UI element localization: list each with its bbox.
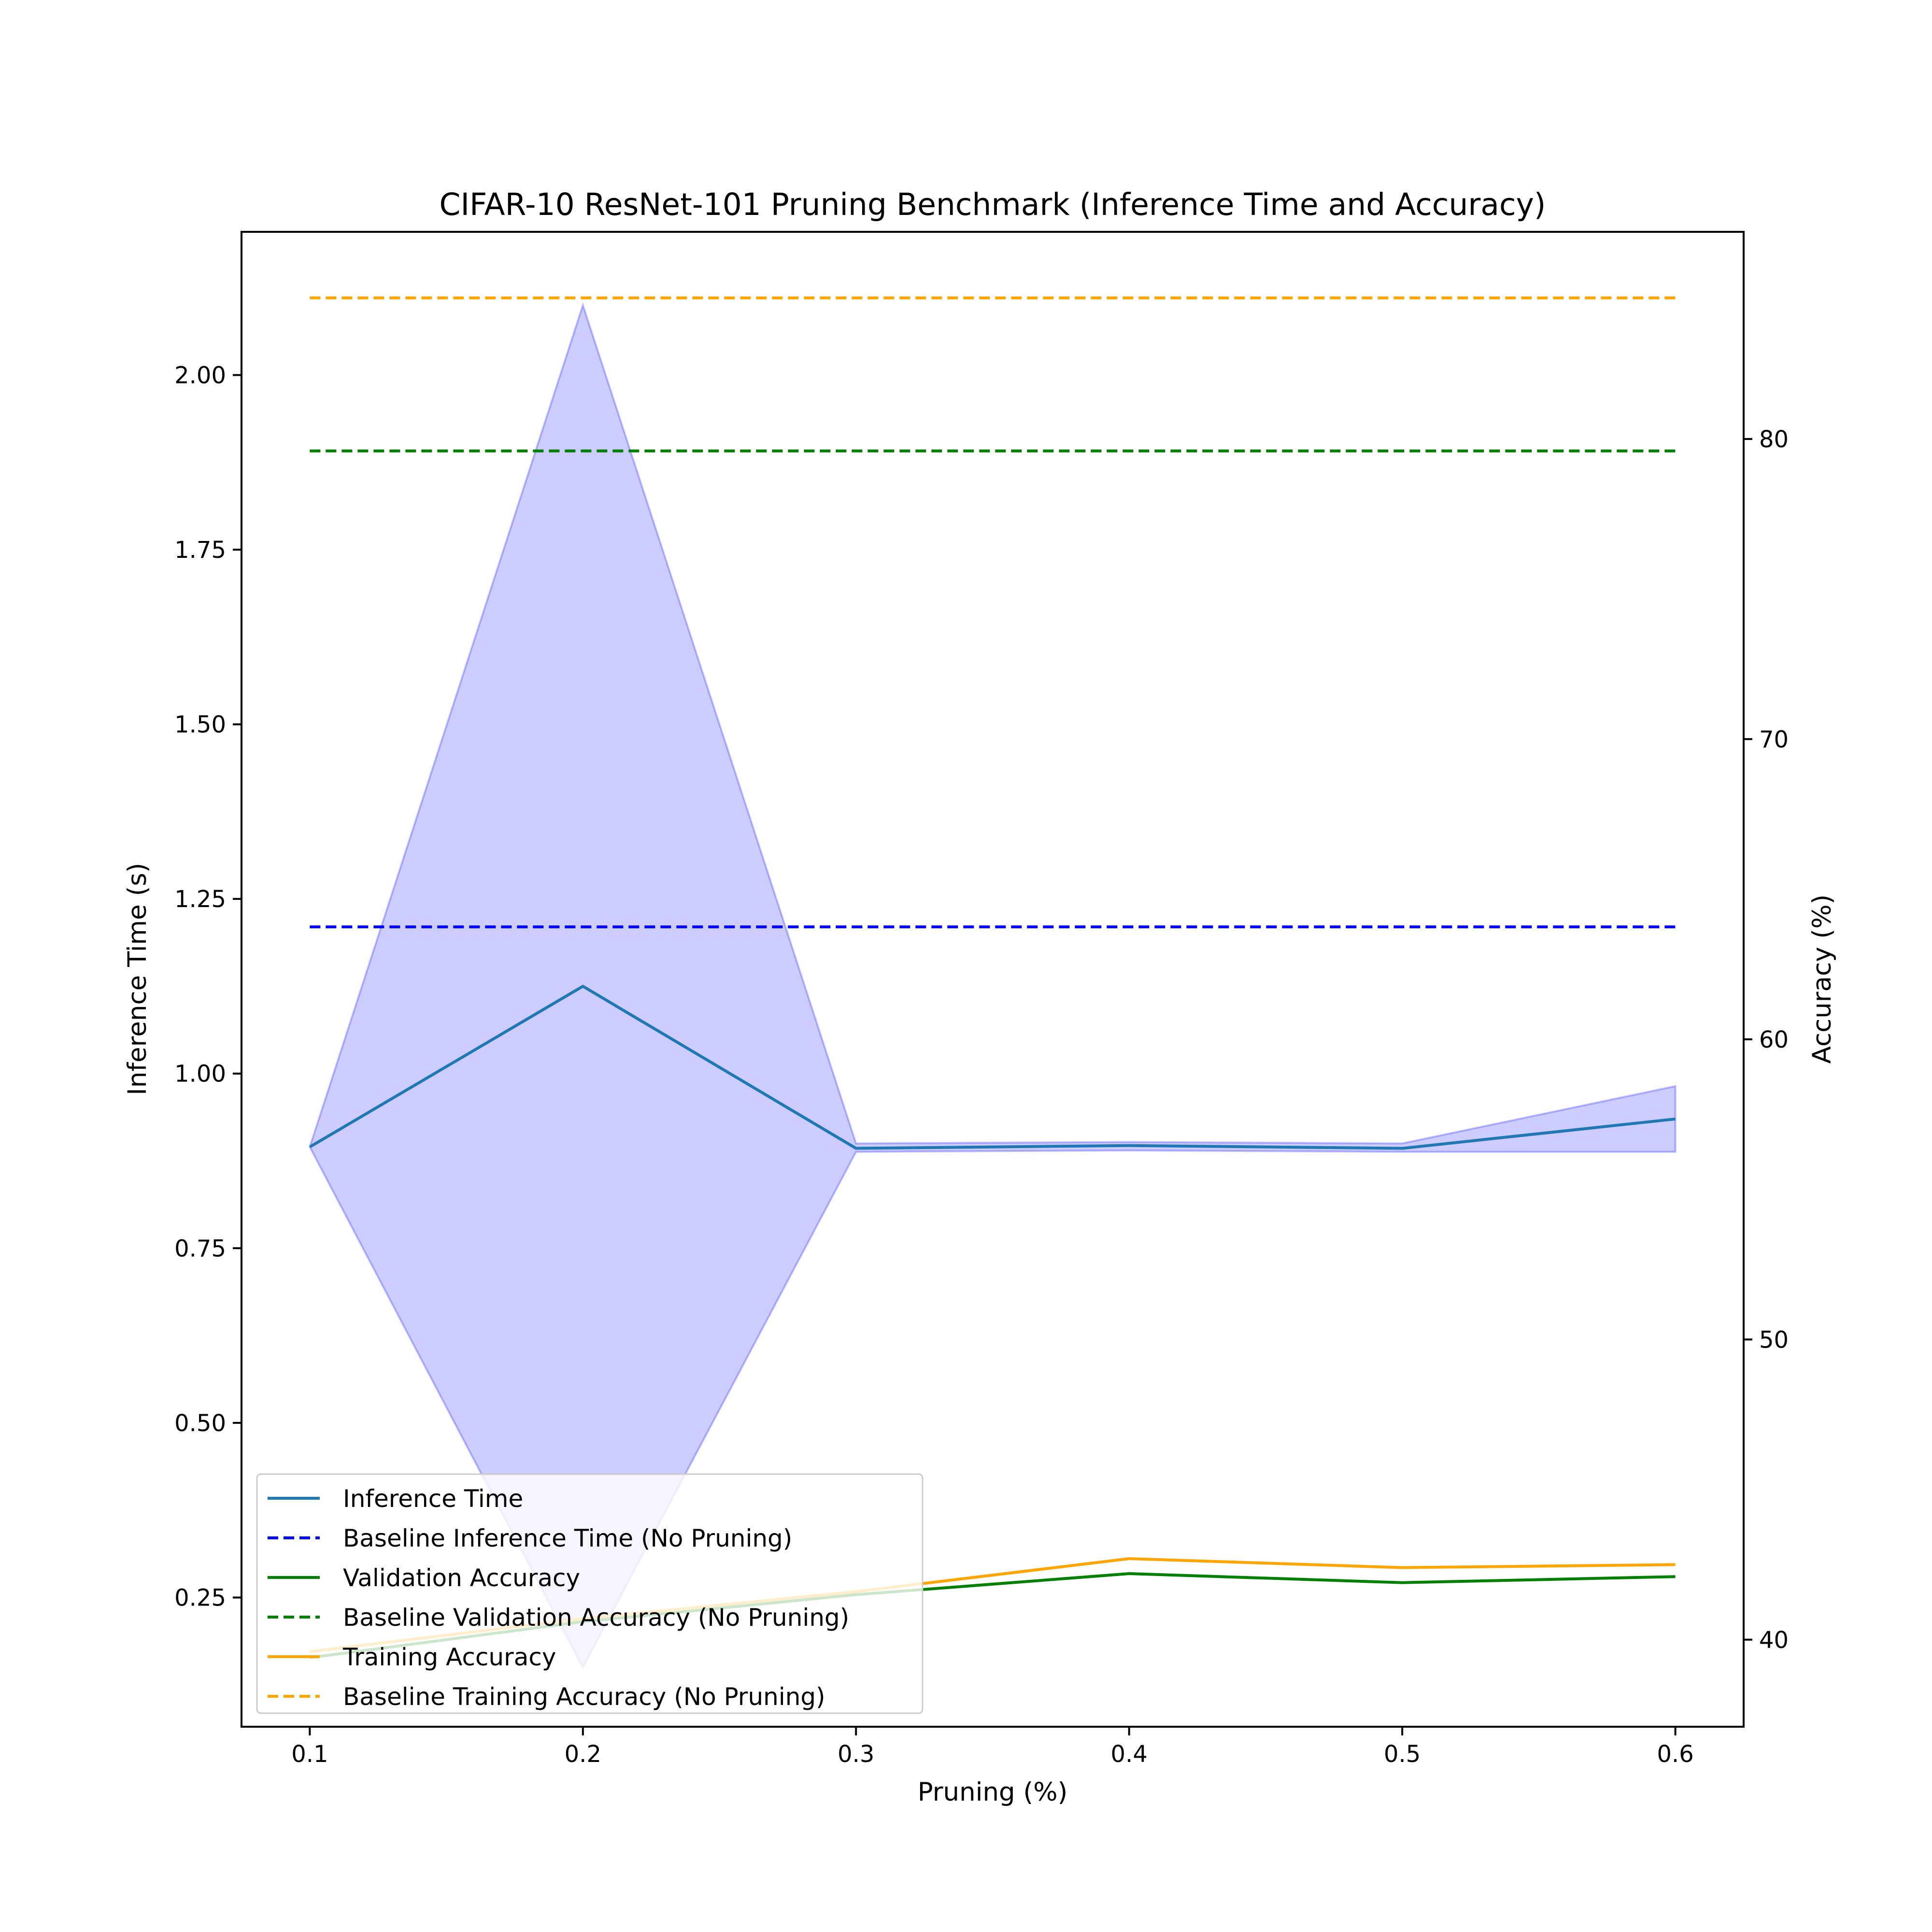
y-tick-label-left: 0.50: [174, 1410, 226, 1437]
x-tick-label: 0.6: [1657, 1741, 1693, 1768]
legend-label-baseline-validation-accuracy-no-pruning: Baseline Validation Accuracy (No Pruning…: [343, 1604, 849, 1632]
legend-label-baseline-inference-time-no-pruning: Baseline Inference Time (No Pruning): [343, 1524, 792, 1552]
y-tick-label-right: 80: [1759, 426, 1789, 453]
x-tick-label: 0.5: [1384, 1741, 1421, 1768]
y-tick-label-left: 1.25: [174, 886, 226, 913]
y-tick-label-left: 2.00: [174, 362, 226, 389]
legend-box: [256, 1473, 923, 1714]
plot-area-frame: [241, 231, 1745, 1728]
y-tick-label-left: 1.50: [174, 711, 226, 739]
legend-label-inference-time: Inference Time: [343, 1485, 523, 1513]
y-tick-label-left: 0.25: [174, 1584, 226, 1611]
x-tick-label: 0.3: [838, 1741, 874, 1768]
chart-title: CIFAR-10 ResNet-101 Pruning Benchmark (I…: [440, 187, 1546, 222]
series-line-inference-time: [309, 984, 1676, 1150]
y-tick-label-right: 60: [1759, 1026, 1789, 1053]
y-tick-label-right: 70: [1759, 726, 1789, 753]
legend-label-validation-accuracy: Validation Accuracy: [343, 1564, 580, 1592]
x-tick-label: 0.4: [1111, 1741, 1148, 1768]
y-axis-label-right: Accuracy (%): [1807, 895, 1837, 1064]
legend-label-training-accuracy: Training Accuracy: [342, 1643, 556, 1671]
y-tick-label-right: 50: [1759, 1326, 1789, 1353]
legend-label-baseline-training-accuracy-no-pruning: Baseline Training Accuracy (No Pruning): [343, 1683, 825, 1711]
y-axis-label-left: Inference Time (s): [123, 863, 152, 1095]
y-tick-label-left: 1.75: [174, 537, 226, 564]
y-tick-label-right: 40: [1759, 1627, 1789, 1654]
y-tick-label-left: 1.00: [174, 1061, 226, 1088]
x-tick-label: 0.2: [565, 1741, 601, 1768]
x-axis-label: Pruning (%): [918, 1777, 1068, 1807]
y-tick-label-left: 0.75: [174, 1235, 226, 1262]
x-tick-label: 0.1: [291, 1741, 328, 1768]
legend: Inference Time Baseline Inference Time (N…: [256, 1473, 923, 1714]
